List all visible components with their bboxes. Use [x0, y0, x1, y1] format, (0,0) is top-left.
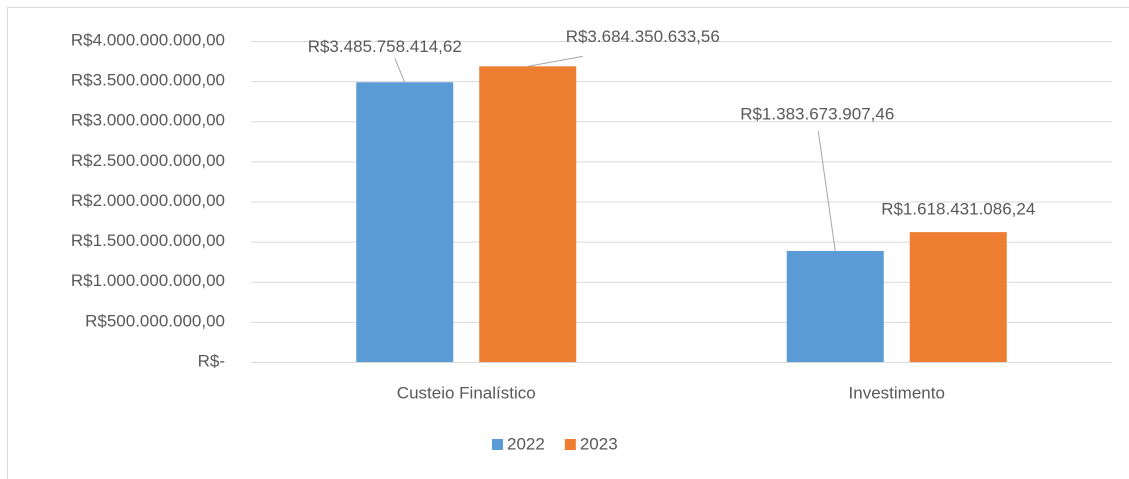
legend-label: 2023: [580, 434, 618, 453]
data-label: R$3.485.758.414,62: [308, 37, 462, 56]
legend-label: 2022: [507, 434, 545, 453]
leader-line: [394, 58, 406, 83]
x-tick-label: Investimento: [849, 383, 945, 402]
data-label: R$1.383.673.907,46: [740, 104, 894, 123]
y-tick-label: R$-: [198, 351, 225, 370]
chart-frame: [7, 7, 1129, 479]
bar: [786, 250, 884, 362]
y-tick-label: R$500.000.000,00: [85, 311, 225, 330]
data-label: R$3.684.350.633,56: [566, 27, 720, 46]
y-tick-label: R$2.000.000.000,00: [71, 191, 225, 210]
data-label: R$1.618.431.086,24: [881, 200, 1035, 219]
y-tick-label: R$1.000.000.000,00: [71, 271, 225, 290]
y-tick-label: R$3.000.000.000,00: [71, 111, 225, 130]
leader-line: [527, 55, 583, 67]
bar: [909, 232, 1007, 362]
y-tick-label: R$1.500.000.000,00: [71, 231, 225, 250]
bar: [479, 66, 577, 362]
y-tick-label: R$2.500.000.000,00: [71, 151, 225, 170]
legend-swatch: [492, 439, 503, 450]
legend-swatch: [564, 439, 576, 450]
x-tick-label: Custeio Finalístico: [397, 383, 536, 402]
leader-line: [817, 130, 836, 252]
y-tick-label: R$3.500.000.000,00: [71, 71, 225, 90]
bar: [356, 82, 454, 363]
y-tick-label: R$4.000.000.000,00: [71, 30, 225, 49]
